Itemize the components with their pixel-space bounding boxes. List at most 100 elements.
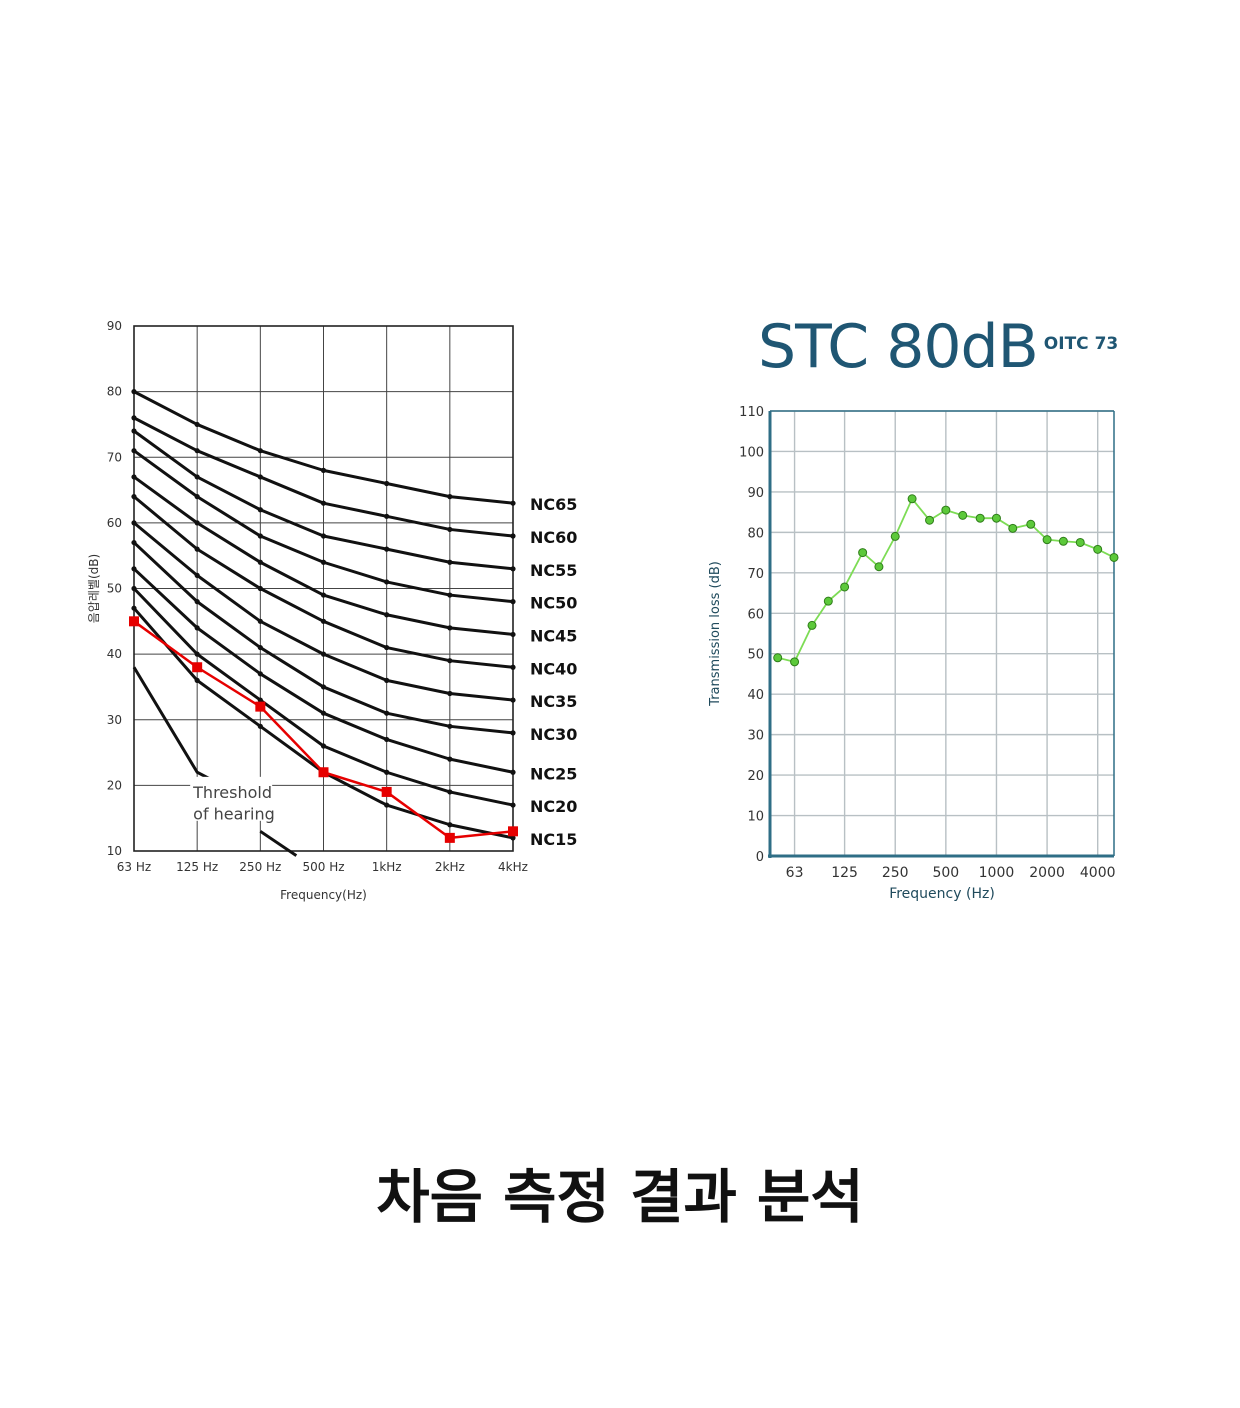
stc-y-tick-label: 90 [747,486,764,501]
threshold-line-segment [259,830,298,857]
stc-y-axis-label: Transmission loss (dB) [708,561,723,707]
nc-point [320,618,327,624]
nc-point [194,677,200,683]
nc-point [257,559,263,565]
transmission-loss-point [907,494,917,504]
nc-point [257,474,263,480]
measured-point [381,786,392,797]
stc-x-tick-label: 63 [786,865,804,881]
nc-series-label: NC40 [530,659,577,678]
nc-y-tick-label: 10 [107,844,122,858]
nc-point [320,651,327,657]
nc-x-tick-label: 63 Hz [117,860,151,874]
transmission-loss-point [925,515,935,525]
measured-point [318,767,329,778]
transmission-loss-point [1109,552,1119,562]
nc-point [257,618,263,624]
nc-point [320,684,327,690]
nc-point [131,539,137,546]
stc-y-tick-label: 80 [747,526,764,541]
nc-point [131,520,137,526]
nc-point [384,612,390,618]
stc-y-tick-label: 40 [747,688,764,703]
nc-point [194,546,200,552]
nc-point [131,566,137,572]
nc-series-label: NC15 [530,830,577,849]
nc-point [194,651,200,657]
transmission-loss-point [1058,536,1068,546]
nc-point [257,448,263,454]
nc-point [194,448,200,454]
stc-x-axis-label: Frequency (Hz) [889,886,995,902]
nc-point [384,736,390,743]
transmission-loss-point [807,620,817,630]
nc-point [384,513,390,519]
nc-point [384,644,390,651]
nc-point [447,690,453,697]
nc-point [384,710,390,716]
nc-point [257,585,263,592]
nc-point [131,448,137,454]
nc-series-label: NC65 [530,495,577,514]
nc-point [320,500,327,506]
nc-point [194,572,200,578]
nc-point [384,480,390,487]
nc-curve-chart: 10 20 30 40 50 60 70 80 90 63 Hz 125 Hz 250 Hz 500 H… [87,319,577,902]
nc-point [510,730,516,736]
stc-title: STC 80dB [758,312,1039,382]
nc-point [257,697,263,703]
nc-y-tick-label: 50 [107,582,122,596]
nc-series-label: NC50 [530,594,577,613]
nc-y-axis-label: 음압레벨(dB) [87,554,101,623]
nc-y-tick-label: 30 [107,713,122,727]
transmission-loss-point [858,548,868,558]
threshold-label-bg [190,776,273,821]
nc-point [447,822,453,828]
measured-point [255,701,266,712]
nc-point [447,494,453,500]
nc-point [510,500,516,506]
nc-point [447,789,453,795]
nc-point [384,769,390,775]
nc-y-tick-label: 70 [107,450,122,464]
transmission-loss-point [823,596,833,606]
nc-y-tick-label: 40 [107,647,122,661]
nc-point [320,467,327,473]
nc-point [510,631,516,638]
measured-point [508,826,518,837]
stc-x-tick-label: 4000 [1080,865,1116,881]
stc-y-tick-label: 20 [747,769,764,784]
threshold-label-line2: of hearing [193,805,275,824]
stc-y-tick-label: 30 [747,729,764,744]
nc-point [384,802,390,808]
nc-point [257,533,263,539]
nc-point [257,644,263,651]
nc-point [447,756,453,762]
stc-y-tick-label: 100 [739,445,764,460]
nc-point [510,697,516,703]
nc-x-tick-label: 2kHz [435,860,465,874]
nc-point [131,605,137,611]
transmission-loss-point [1042,535,1052,545]
nc-point [131,474,137,480]
nc-x-tick-label: 125 Hz [176,860,218,874]
nc-series-label: NC20 [530,797,577,816]
transmission-loss-point [790,657,800,667]
stc-y-tick-label: 10 [747,810,764,825]
nc-point [131,428,137,434]
nc-point [447,625,453,631]
transmission-loss-point [890,531,900,541]
nc-point [194,474,200,480]
nc-x-tick-label: 500 Hz [302,860,344,874]
nc-point [510,769,516,775]
nc-point [320,592,327,598]
nc-point [194,494,200,500]
transmission-loss-point [840,582,850,592]
nc-point [447,723,453,729]
stc-y-tick-label: 0 [756,850,764,865]
nc-point [447,592,453,598]
nc-point [194,599,200,605]
nc-point [510,566,516,572]
nc-point [510,664,516,670]
measured-point [444,832,455,843]
